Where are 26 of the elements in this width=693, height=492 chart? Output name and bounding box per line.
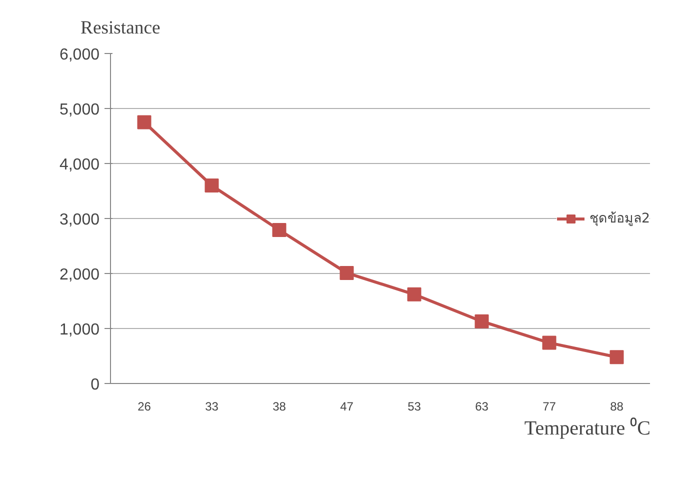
x-tick-label: 53: [408, 400, 422, 414]
y-tick-label: 1,000: [59, 322, 100, 338]
x-axis-title: Temperature ⁰C: [524, 416, 651, 440]
y-tick-label: 2,000: [59, 266, 100, 284]
point: [340, 266, 354, 280]
point: [407, 287, 422, 302]
y-tick-label: 0: [90, 376, 100, 394]
x-tick-label: 47: [340, 400, 354, 414]
x-tick-label: 26: [138, 400, 152, 414]
point: [610, 350, 624, 364]
x-tick-label: 38: [272, 400, 286, 414]
x-tick-label: 77: [542, 400, 556, 414]
legend-label: ชุดข้อมูล2: [590, 210, 650, 228]
point: [474, 314, 489, 328]
y-tick-label: 5,000: [59, 102, 100, 118]
x-tick-label: 33: [205, 400, 219, 414]
y-tick-label: 4,000: [59, 156, 100, 174]
x-tick-label: 88: [610, 400, 624, 414]
point: [272, 223, 286, 238]
x-tick-label: 63: [475, 400, 489, 414]
y-tick-label: 6,000: [59, 46, 100, 64]
y-tick-label: 3,000: [59, 212, 100, 228]
point: [137, 115, 152, 130]
point: [204, 178, 219, 192]
y-axis-title: Resistance: [80, 18, 160, 38]
point: [542, 336, 556, 350]
